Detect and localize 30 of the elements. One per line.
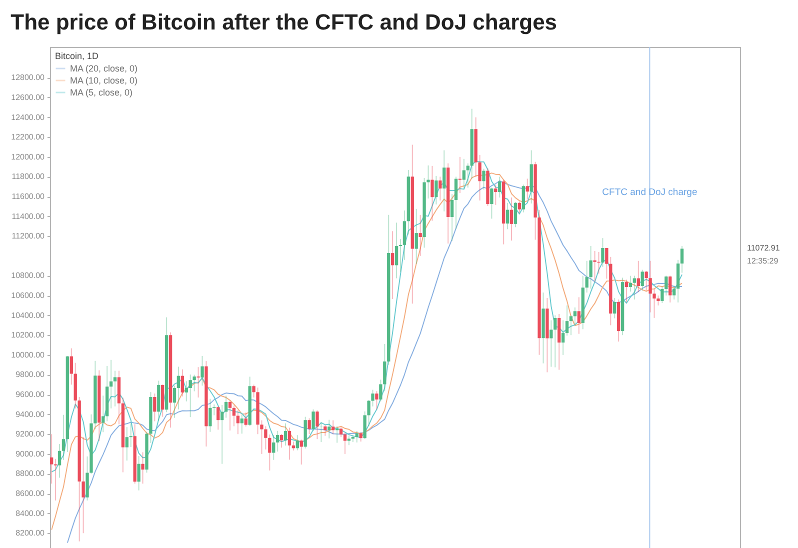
y-tick-label: 12400.00	[11, 112, 46, 122]
chart-title: The price of Bitcoin after the CFTC and DoJ charges	[10, 10, 558, 34]
y-tick-label: 8800.00	[16, 469, 46, 478]
y-tick-label: 8200.00	[16, 528, 46, 538]
y-tick-label: 9400.00	[16, 410, 46, 419]
legend-label: MA (10, close, 0)	[70, 76, 138, 86]
legend-label: MA (5, close, 0)	[70, 88, 133, 98]
y-tick-label: 11600.00	[12, 192, 46, 202]
text: 12:35:29	[747, 256, 779, 266]
y-tick-label: 9600.00	[16, 390, 46, 400]
y-tick-label: 9200.00	[16, 430, 46, 439]
y-tick-label: 12600.00	[11, 92, 46, 102]
y-tick-label: 11200.00	[12, 232, 46, 241]
y-tick-label: 10800.00	[11, 271, 46, 280]
y-tick-label: 10000.00	[11, 350, 46, 360]
y-tick-label: 9000.00	[16, 449, 46, 458]
y-tick-label: 10600.00	[11, 291, 46, 300]
y-tick-label: 8400.00	[16, 508, 46, 518]
text: 11072.91	[747, 244, 780, 253]
y-tick-label: 9800.00	[16, 370, 46, 380]
legend-label: MA (20, close, 0)	[70, 64, 138, 74]
y-tick-label: 12200.00	[11, 132, 46, 142]
y-tick-label: 10200.00	[11, 330, 46, 340]
y-tick-label: 10400.00	[11, 310, 46, 320]
y-tick-label: 11400.00	[12, 212, 46, 221]
legend-title: Bitcoin, 1D	[55, 51, 100, 61]
y-tick-label: 11800.00	[12, 172, 46, 182]
y-tick-label: 12000.00	[11, 152, 46, 162]
y-tick-label: 12800.00	[11, 73, 46, 82]
y-tick-label: 8600.00	[16, 489, 46, 498]
